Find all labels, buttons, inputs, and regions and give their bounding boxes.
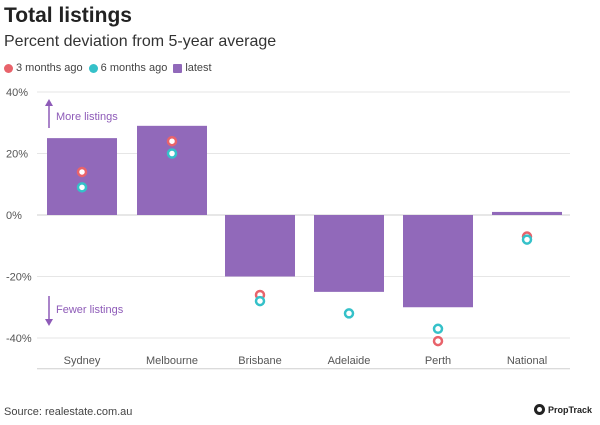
point-3-months-ago-perth — [432, 335, 444, 347]
y-tick-label: -20% — [6, 272, 32, 284]
legend-label-6-months-ago: 6 months ago — [100, 62, 168, 74]
legend-label-latest: latest — [185, 62, 212, 74]
y-tick-label: 0% — [6, 210, 22, 222]
legend-swatch-3-months-ago — [4, 63, 13, 73]
legend-swatch-latest — [173, 63, 183, 73]
annotation-fewer-listings: Fewer listings — [56, 304, 124, 316]
x-tick-label-brisbane: Brisbane — [238, 355, 281, 367]
chart-legend: 3 months ago 6 months ago latest — [4, 62, 218, 74]
brand-mark: PropTrack — [533, 404, 592, 415]
y-tick-label: 40% — [6, 87, 28, 99]
source-note: Source: realestate.com.au — [4, 406, 133, 418]
point-3-months-ago-melbourne — [166, 135, 178, 147]
chart-title: Total listings — [4, 4, 132, 27]
x-tick-label-sydney: Sydney — [64, 355, 101, 367]
legend-item-latest: latest — [173, 62, 212, 74]
legend-item-3-months-ago: 3 months ago — [4, 62, 83, 74]
y-tick-label: -40% — [6, 333, 32, 345]
bar-brisbane — [225, 215, 295, 277]
point-6-months-ago-sydney — [76, 182, 88, 193]
x-tick-label-adelaide: Adelaide — [328, 355, 371, 367]
legend-item-6-months-ago: 6 months ago — [88, 62, 168, 74]
bar-national — [492, 211, 562, 215]
x-tick-label-perth: Perth — [425, 355, 451, 367]
x-tick-label-national: National — [507, 355, 547, 367]
point-6-months-ago-national — [521, 234, 533, 245]
x-tick-label-melbourne: Melbourne — [146, 355, 198, 367]
brand-name: PropTrack — [547, 404, 592, 415]
point-6-months-ago-melbourne — [166, 148, 178, 159]
more-listings-arrowhead-icon — [45, 99, 53, 106]
point-3-months-ago-sydney — [76, 166, 88, 178]
proptrack-logo-icon — [533, 404, 545, 415]
point-6-months-ago-brisbane — [254, 295, 266, 307]
point-6-months-ago-adelaide — [343, 308, 355, 319]
y-tick-label: 20% — [6, 149, 28, 161]
fewer-listings-arrowhead-icon — [45, 319, 53, 326]
bar-perth — [403, 215, 473, 308]
annotation-more-listings: More listings — [56, 111, 118, 123]
chart-subtitle: Percent deviation from 5-year average — [4, 33, 277, 50]
legend-label-3-months-ago: 3 months ago — [16, 62, 83, 74]
bar-adelaide — [314, 215, 384, 292]
legend-swatch-6-months-ago — [88, 63, 98, 73]
point-6-months-ago-perth — [432, 323, 444, 335]
